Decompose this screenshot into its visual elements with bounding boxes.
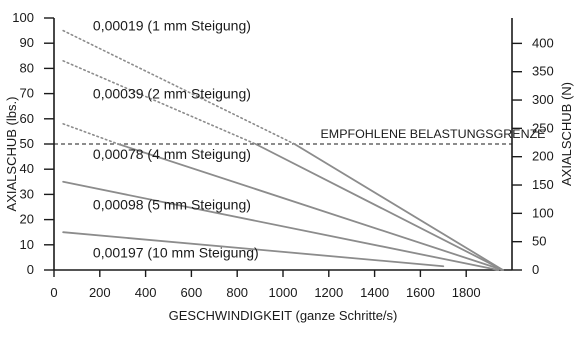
y-right-tick-label: 350 [532,64,554,79]
y-right-tick-label: 300 [532,92,554,107]
x-tick-label: 1400 [360,285,389,300]
y-right-tick-label: 250 [532,120,554,135]
y-right-tick-label: 100 [532,205,554,220]
y-tick-label: 10 [20,237,34,252]
x-tick-label: 400 [135,285,157,300]
series-line [62,231,445,268]
series-line [62,123,504,271]
x-tick-label: 1200 [314,285,343,300]
y-tick-label: 20 [20,212,34,227]
y-tick-label: 80 [20,60,34,75]
series-segment [62,231,445,268]
series-segment [293,143,504,271]
series-line [62,60,504,271]
y-tick-label: 40 [20,161,34,176]
series-label: 0,00078 (4 mm Steigung) [93,146,251,162]
series-label: 0,00098 (5 mm Steigung) [93,196,251,212]
recommended-load-limit-label: EMPFOHLENE BELASTUNGSGRENZE [321,127,546,141]
x-tick-label: 1600 [406,285,435,300]
series-label: 0,00019 (1 mm Steigung) [93,18,251,34]
x-tick-label: 1800 [452,285,481,300]
series-line [62,180,500,271]
y-right-tick-label: 0 [532,262,539,277]
y-right-tick-label: 400 [532,35,554,50]
x-tick-label: 800 [226,285,248,300]
series-label: 0,00039 (2 mm Steigung) [93,86,251,102]
x-tick-label: 200 [89,285,111,300]
x-tick-label: 0 [50,285,57,300]
y-tick-label: 70 [20,86,34,101]
y-tick-label: 30 [20,186,34,201]
x-axis-title: GESCHWINDIGKEIT (ganze Schritte/s) [169,308,398,323]
load-limit: EMPFOHLENE BELASTUNGSGRENZE [54,127,546,145]
ticks: 0102030405060708090100050100150200250300… [12,10,553,300]
y-axis-right-title: AXIALSCHUB (N) [559,82,574,186]
y-tick-label: 50 [20,136,34,151]
y-tick-label: 0 [27,262,34,277]
series-labels: 0,00019 (1 mm Steigung) 0,00039 (2 mm Ste… [93,18,259,261]
x-tick-label: 600 [181,285,203,300]
series-segment [62,180,500,271]
series [62,29,504,271]
series-segment [254,143,504,271]
x-tick-label: 1000 [269,285,298,300]
plot-frame [53,18,513,271]
y-right-tick-label: 50 [532,234,546,249]
series-segment-dotted [62,60,257,145]
y-right-tick-label: 150 [532,177,554,192]
y-tick-label: 100 [12,10,34,25]
y-tick-label: 90 [20,35,34,50]
series-line [62,29,504,271]
y-right-tick-label: 200 [532,149,554,164]
y-axis-left-title: AXIALSCHUB (lbs.) [4,97,19,212]
y-tick-label: 60 [20,111,34,126]
series-segment-dotted [62,123,119,145]
series-segment [117,143,504,271]
series-label: 0,00197 (10 mm Steigung) [93,244,259,260]
